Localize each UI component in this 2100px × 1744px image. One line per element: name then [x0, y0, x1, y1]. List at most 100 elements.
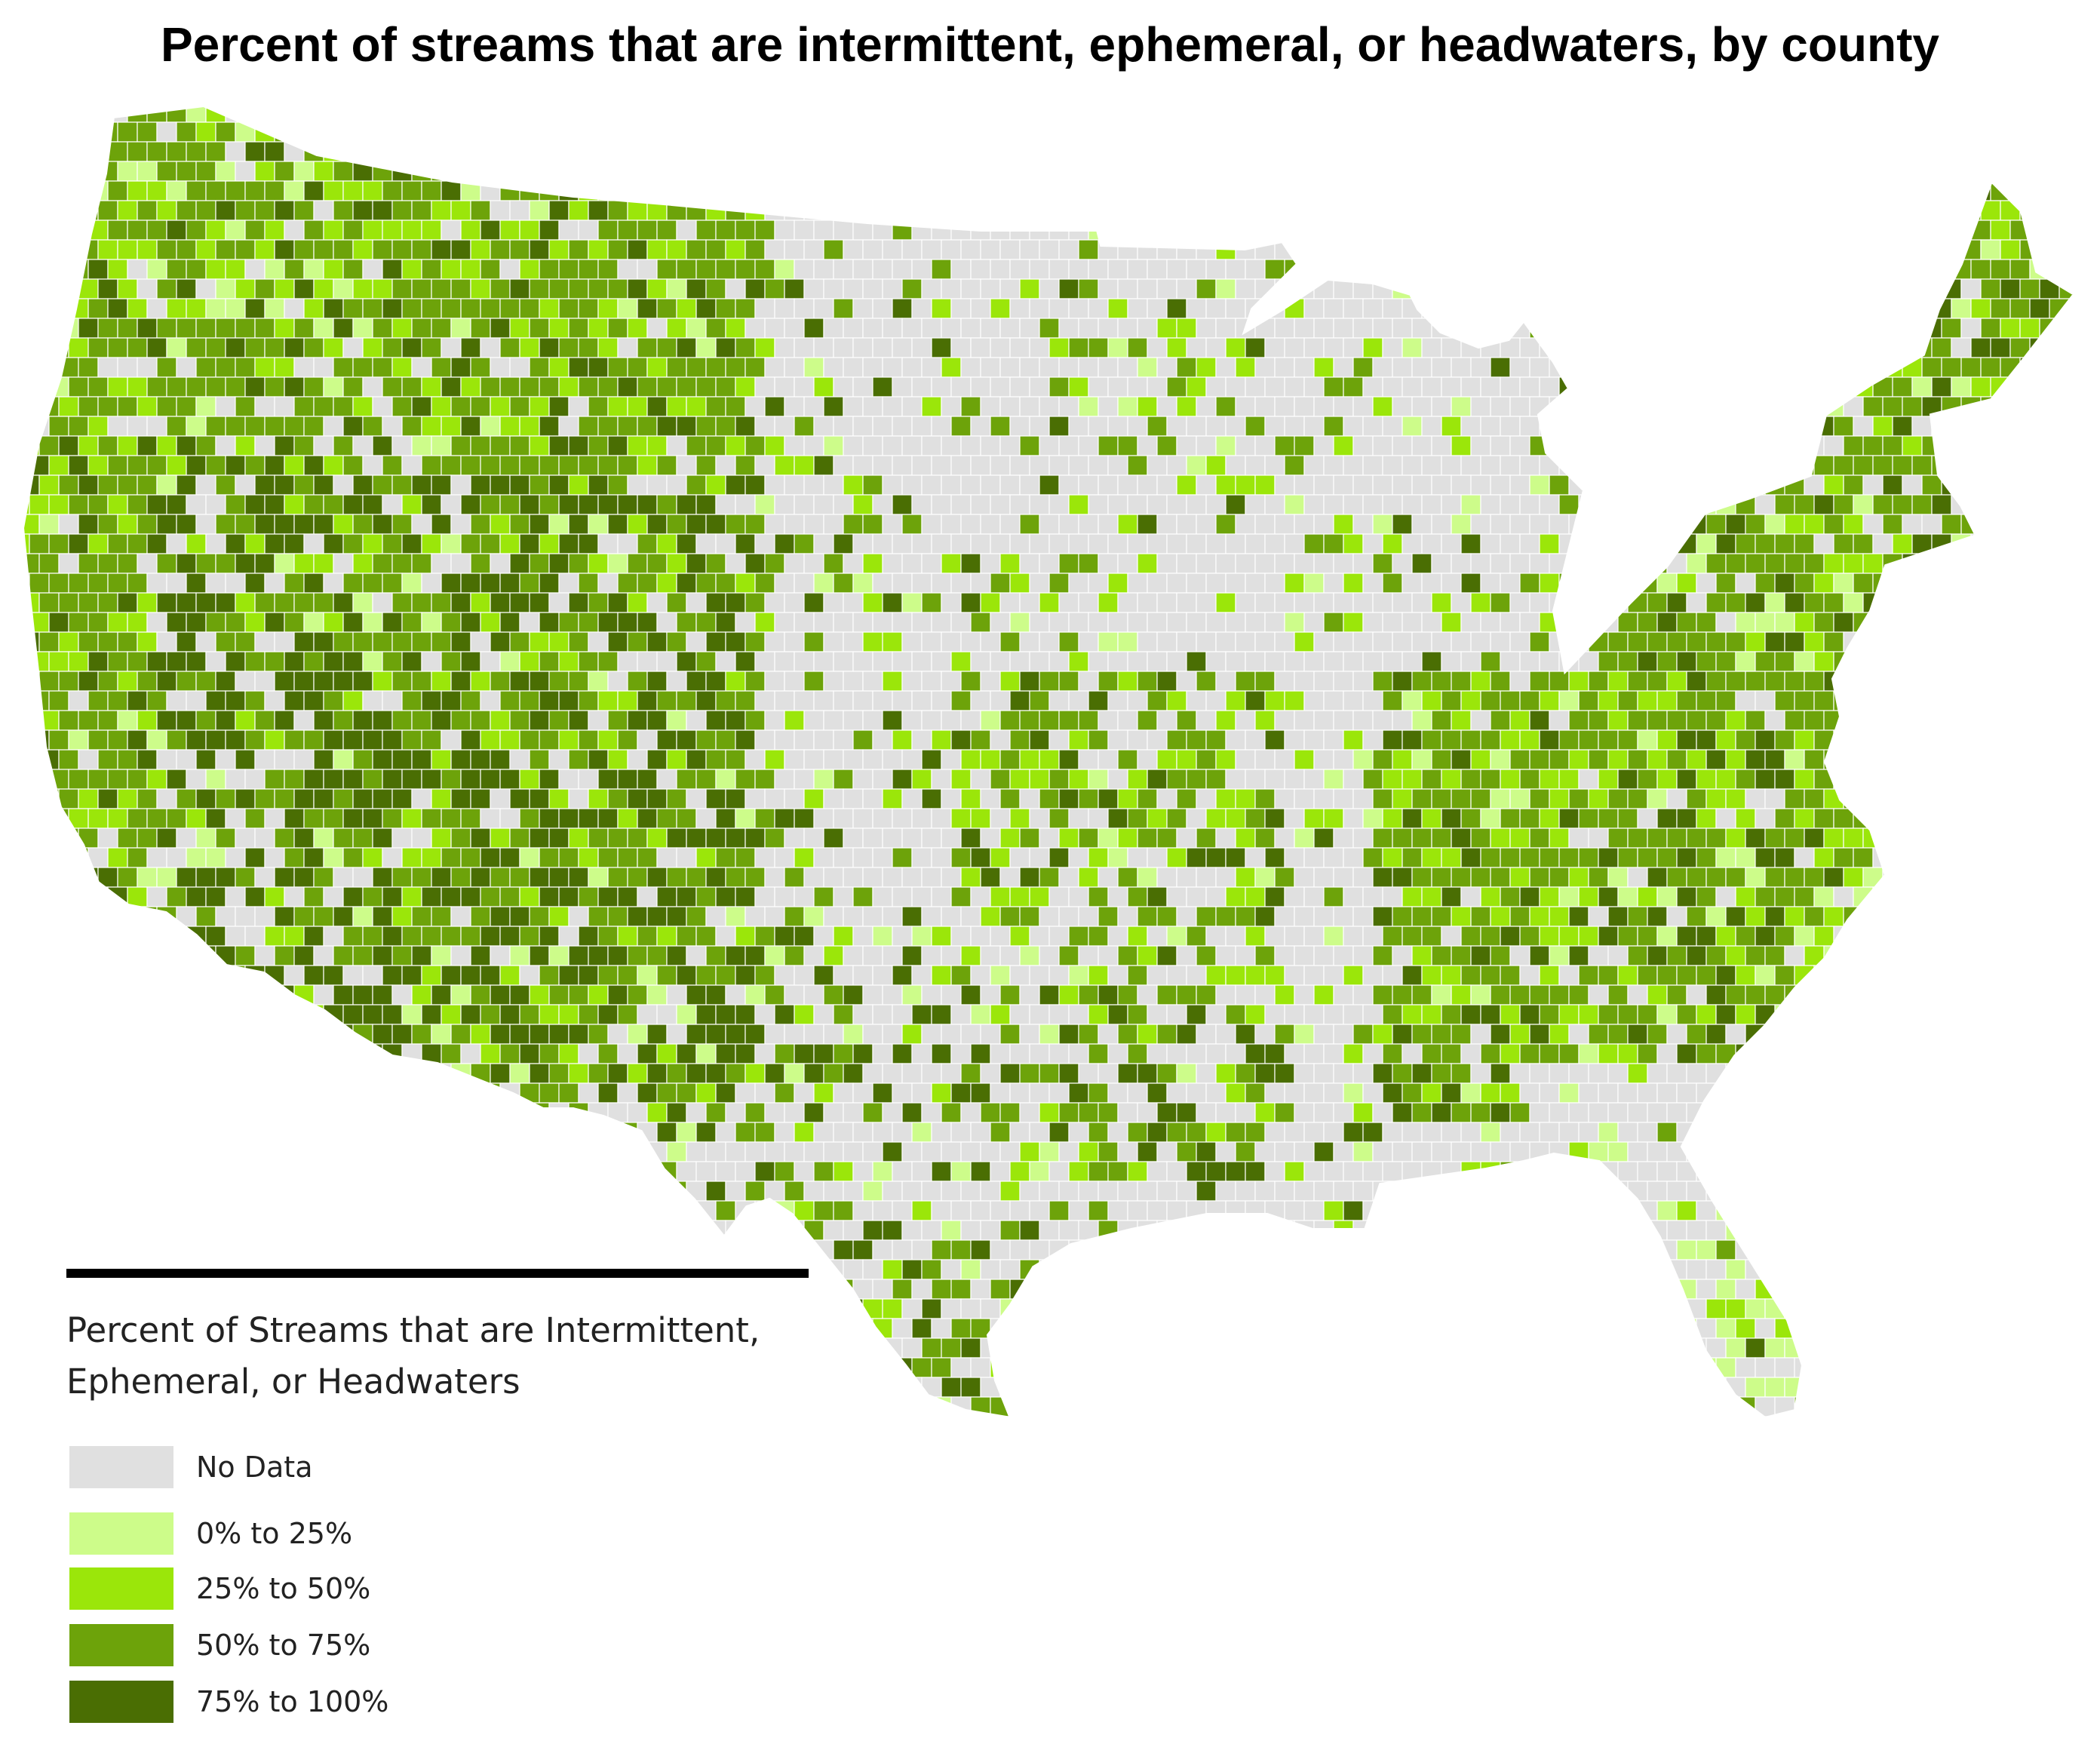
county-cell	[1656, 259, 1678, 280]
county-cell	[1942, 83, 1961, 103]
county-cell	[1421, 729, 1442, 751]
county-cell	[1352, 710, 1374, 731]
county-cell	[274, 474, 295, 496]
county-cell	[195, 514, 216, 535]
county-cell	[1382, 965, 1403, 986]
county-cell	[1990, 808, 2011, 829]
county-cell	[519, 808, 540, 829]
county-cell	[1019, 357, 1040, 378]
county-cell	[274, 239, 295, 260]
county-cell	[754, 769, 775, 790]
county-cell	[313, 357, 334, 378]
county-cell	[2040, 83, 2059, 103]
county-cell	[1196, 710, 1217, 731]
county-cell	[960, 318, 981, 339]
county-cell	[1480, 533, 1501, 554]
county-cell	[901, 945, 923, 966]
county-cell	[490, 867, 511, 888]
county-cell	[274, 396, 295, 417]
county-cell	[1186, 729, 1207, 751]
county-cell	[2009, 729, 2031, 751]
county-cell	[431, 474, 452, 496]
county-cell	[1931, 220, 1952, 241]
county-cell	[892, 808, 913, 829]
county-cell	[1048, 573, 1070, 594]
county-cell	[607, 396, 628, 417]
county-cell	[588, 945, 609, 966]
county-cell	[1833, 416, 1854, 437]
county-cell	[441, 729, 462, 751]
county-cell	[38, 278, 60, 299]
county-cell	[656, 141, 677, 162]
county-cell	[558, 729, 579, 751]
county-cell	[1627, 278, 1648, 299]
county-cell	[1245, 533, 1266, 554]
county-cell	[980, 318, 1001, 339]
county-cell	[617, 455, 638, 476]
county-cell	[676, 729, 697, 751]
county-cell	[1931, 259, 1952, 280]
county-cell	[1735, 298, 1756, 319]
county-cell	[1029, 298, 1050, 319]
county-cell	[617, 690, 638, 711]
county-cell	[1078, 239, 1099, 260]
county-cell	[1941, 631, 1962, 652]
county-cell	[235, 83, 255, 103]
county-cell	[1058, 396, 1079, 417]
county-cell	[548, 710, 570, 731]
county-cell	[1686, 749, 1707, 770]
county-cell	[588, 318, 609, 339]
county-cell	[1382, 220, 1403, 241]
county-cell	[705, 788, 726, 809]
county-cell	[1137, 474, 1158, 496]
county-cell	[117, 867, 138, 888]
county-cell	[1509, 161, 1530, 182]
county-cell	[1264, 690, 1285, 711]
county-cell	[1794, 337, 1815, 358]
county-cell	[568, 906, 589, 927]
county-cell	[2029, 769, 2050, 790]
county-cell	[382, 808, 403, 829]
county-cell	[1853, 769, 1874, 790]
county-cell	[843, 710, 864, 731]
county-cell	[1098, 867, 1119, 888]
county-cell	[2019, 278, 2040, 299]
county-cell	[1764, 710, 1785, 731]
county-cell	[950, 533, 972, 554]
county-cell	[892, 416, 913, 437]
county-cell	[1911, 298, 1933, 319]
county-cell	[794, 106, 815, 123]
county-cell	[1402, 455, 1423, 476]
county-cell	[1107, 808, 1128, 829]
county-cell	[1313, 749, 1334, 770]
county-cell	[1715, 337, 1736, 358]
county-cell	[1470, 278, 1491, 299]
county-cell	[323, 690, 344, 711]
county-cell	[872, 455, 893, 476]
county-cell	[1205, 612, 1227, 633]
county-cell	[1794, 106, 1815, 123]
county-cell	[1735, 926, 1756, 947]
county-cell	[1166, 141, 1187, 162]
county-cell	[450, 161, 471, 182]
county-cell	[843, 514, 864, 535]
county-cell	[1794, 886, 1815, 907]
county-cell	[1921, 867, 1942, 888]
county-cell	[1558, 298, 1580, 319]
county-cell	[1539, 808, 1560, 829]
county-cell	[597, 965, 619, 986]
county-cell	[235, 200, 256, 221]
county-cell	[813, 847, 834, 868]
county-cell	[391, 906, 413, 927]
county-cell	[1774, 808, 1795, 829]
county-cell	[166, 690, 187, 711]
county-cell	[1558, 729, 1580, 751]
county-cell	[627, 435, 648, 456]
county-cell	[901, 474, 923, 496]
county-cell	[48, 259, 69, 280]
county-cell	[1421, 886, 1442, 907]
county-cell	[2049, 106, 2070, 123]
county-cell	[225, 337, 246, 358]
county-cell	[1254, 867, 1276, 888]
county-cell	[1774, 533, 1795, 554]
